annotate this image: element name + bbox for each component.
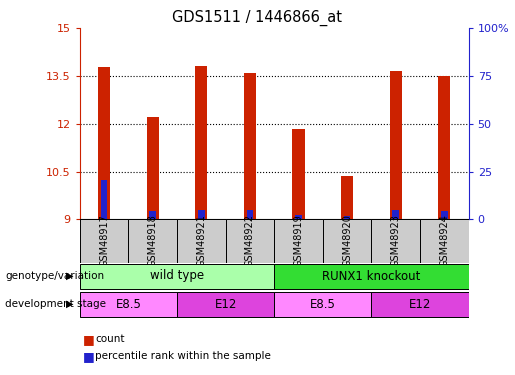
Text: E12: E12 [214, 298, 237, 310]
Text: E8.5: E8.5 [115, 298, 141, 310]
Text: ▶: ▶ [66, 271, 73, 281]
FancyBboxPatch shape [323, 219, 371, 262]
Bar [198, 210, 204, 219]
Bar [98, 67, 110, 219]
FancyBboxPatch shape [177, 219, 226, 262]
Text: GSM48920: GSM48920 [342, 214, 352, 267]
Text: GDS1511 / 1446866_at: GDS1511 / 1446866_at [173, 9, 342, 26]
Text: wild type: wild type [150, 270, 204, 282]
Text: percentile rank within the sample: percentile rank within the sample [95, 351, 271, 361]
Text: genotype/variation: genotype/variation [5, 271, 104, 281]
FancyBboxPatch shape [274, 219, 323, 262]
FancyBboxPatch shape [80, 264, 274, 289]
Text: ▶: ▶ [66, 299, 73, 309]
FancyBboxPatch shape [274, 264, 469, 289]
Bar [438, 76, 451, 219]
FancyBboxPatch shape [371, 292, 469, 317]
Bar [392, 210, 399, 219]
Text: development stage: development stage [5, 299, 106, 309]
FancyBboxPatch shape [177, 292, 274, 317]
Text: ■: ■ [82, 350, 94, 363]
Text: GSM48922: GSM48922 [245, 214, 255, 267]
Bar [149, 211, 156, 219]
Bar [295, 214, 302, 219]
Text: GSM48918: GSM48918 [148, 214, 158, 267]
Bar [195, 66, 208, 219]
FancyBboxPatch shape [420, 219, 469, 262]
FancyBboxPatch shape [226, 219, 274, 262]
Bar [293, 129, 304, 219]
Text: GSM48917: GSM48917 [99, 214, 109, 267]
FancyBboxPatch shape [80, 292, 177, 317]
FancyBboxPatch shape [371, 219, 420, 262]
Text: GSM48923: GSM48923 [391, 214, 401, 267]
FancyBboxPatch shape [274, 292, 371, 317]
Bar [390, 71, 402, 219]
Bar [441, 211, 448, 219]
Text: GSM48919: GSM48919 [294, 214, 303, 267]
Bar [244, 74, 256, 219]
Text: RUNX1 knockout: RUNX1 knockout [322, 270, 421, 282]
Bar [101, 180, 108, 219]
Text: GSM48924: GSM48924 [439, 214, 450, 267]
Text: E8.5: E8.5 [310, 298, 336, 310]
Text: E12: E12 [409, 298, 431, 310]
Bar [247, 210, 253, 219]
Bar [147, 117, 159, 219]
Text: count: count [95, 334, 125, 344]
Text: ■: ■ [82, 333, 94, 346]
Bar [344, 216, 351, 219]
Text: GSM48921: GSM48921 [196, 214, 207, 267]
FancyBboxPatch shape [128, 219, 177, 262]
FancyBboxPatch shape [80, 219, 128, 262]
Bar [341, 176, 353, 219]
